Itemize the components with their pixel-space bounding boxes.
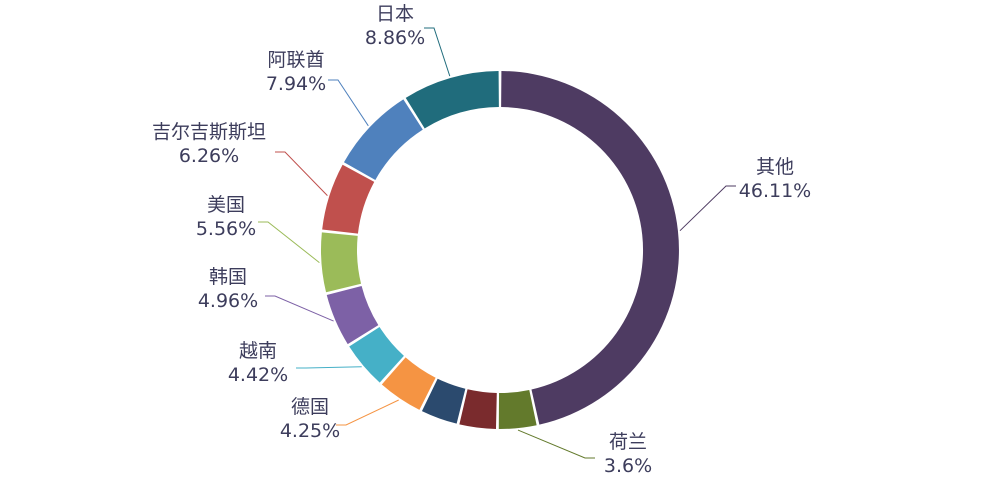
slice-label-name: 德国 bbox=[291, 396, 329, 418]
slice-label-name: 吉尔吉斯斯坦 bbox=[152, 121, 266, 143]
donut-slice-其他 bbox=[501, 71, 679, 425]
slice-label-percent: 4.96% bbox=[198, 290, 258, 312]
slice-label-name: 美国 bbox=[207, 194, 245, 216]
donut-slice-阿联酋 bbox=[343, 99, 423, 180]
leader-line-吉尔吉斯斯坦 bbox=[275, 151, 328, 196]
slice-label-name: 韩国 bbox=[209, 266, 247, 288]
slice-label-name: 越南 bbox=[239, 340, 277, 362]
donut-slice-日本 bbox=[405, 71, 499, 129]
slice-label-percent: 5.56% bbox=[196, 218, 256, 240]
donut-slices bbox=[320, 71, 679, 430]
slice-label-percent: 8.86% bbox=[365, 27, 425, 49]
slice-label-name: 阿联酋 bbox=[267, 49, 324, 71]
donut-slice-吉尔吉斯斯坦 bbox=[322, 164, 375, 234]
slice-label-percent: 6.26% bbox=[179, 145, 239, 167]
slice-label-name: 荷兰 bbox=[609, 431, 647, 453]
leader-line-荷兰 bbox=[517, 429, 595, 459]
slice-label-percent: 7.94% bbox=[266, 73, 326, 95]
leader-line-美国 bbox=[258, 221, 320, 263]
leader-line-韩国 bbox=[265, 295, 334, 322]
donut-slice-美国 bbox=[320, 232, 362, 293]
leader-line-其他 bbox=[679, 185, 736, 232]
leader-line-日本 bbox=[424, 27, 451, 77]
donut-slice-德国 bbox=[381, 357, 436, 410]
slice-label-name: 其他 bbox=[756, 156, 794, 178]
donut-slice-荷兰 bbox=[498, 389, 537, 430]
leader-line-越南 bbox=[296, 366, 362, 369]
donut-slice-3 bbox=[421, 378, 466, 424]
donut-slice-越南 bbox=[349, 327, 404, 383]
leader-line-德国 bbox=[336, 399, 399, 426]
slice-label-name: 日本 bbox=[376, 3, 414, 25]
donut-slice-2 bbox=[459, 389, 497, 429]
slice-label-percent: 4.25% bbox=[280, 420, 340, 442]
label-leader-lines bbox=[258, 27, 736, 459]
slice-label-percent: 46.11% bbox=[739, 180, 811, 202]
leader-line-阿联酋 bbox=[328, 79, 369, 127]
slice-label-percent: 4.42% bbox=[228, 364, 288, 386]
slice-label-percent: 3.6% bbox=[604, 455, 652, 477]
donut-slice-韩国 bbox=[326, 285, 379, 345]
